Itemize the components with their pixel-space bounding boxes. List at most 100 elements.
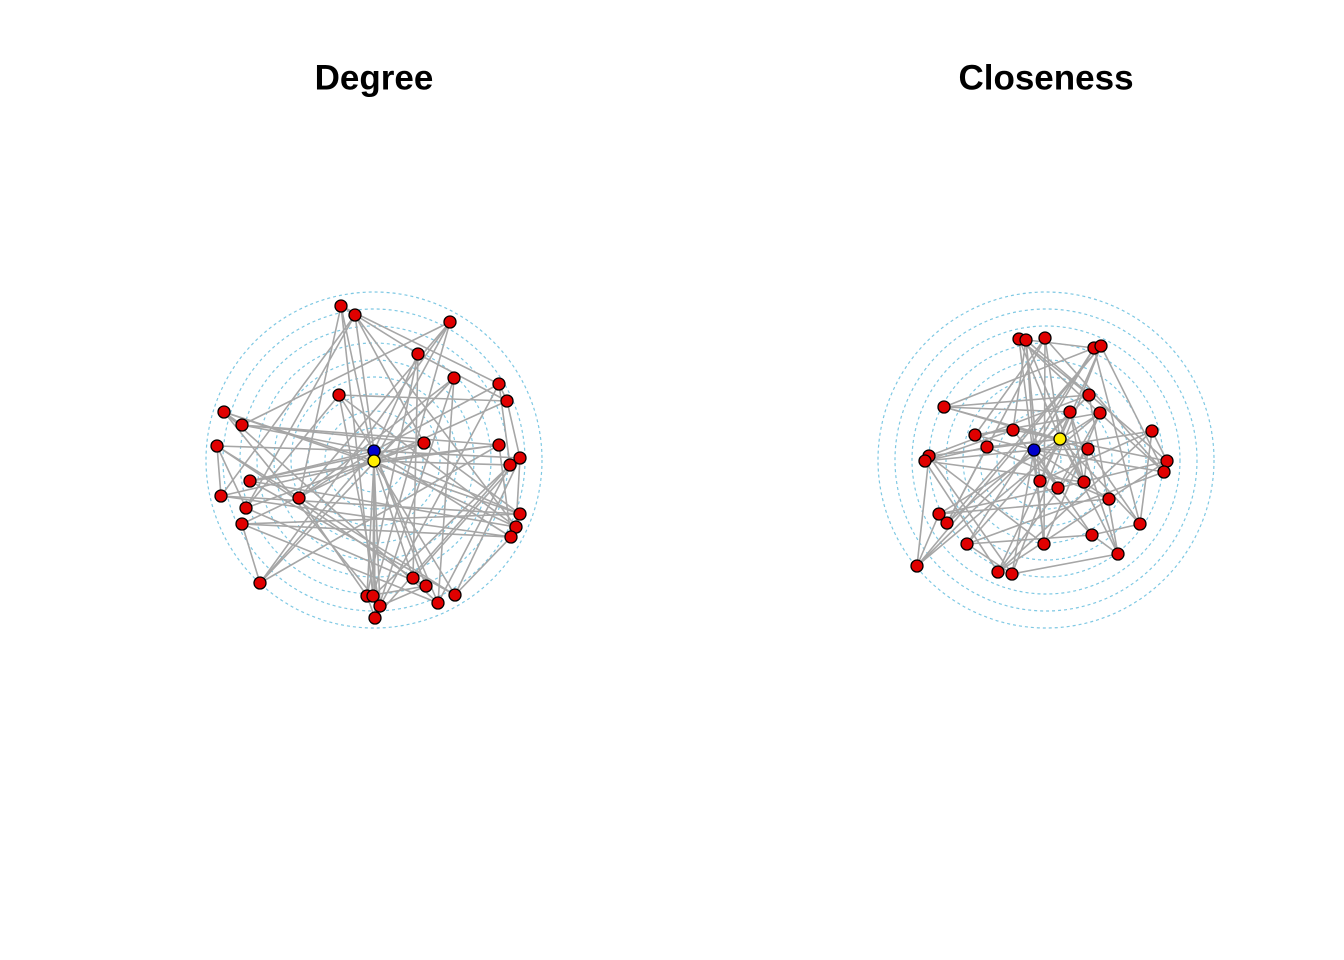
edge: [997, 438, 1061, 573]
edge: [220, 495, 512, 538]
edge: [1025, 339, 1041, 482]
edge: [1057, 460, 1168, 489]
edge: [498, 444, 512, 538]
edge: [974, 434, 1035, 451]
edge: [216, 445, 247, 509]
edge: [916, 513, 940, 567]
edge: [1011, 553, 1119, 575]
node: [513, 451, 527, 465]
edge: [1039, 430, 1153, 482]
edge: [916, 449, 1035, 567]
edge: [338, 394, 375, 452]
edge: [373, 450, 439, 604]
node: [253, 576, 267, 590]
edge: [506, 400, 521, 459]
edge: [1139, 430, 1153, 525]
edge: [1044, 337, 1061, 440]
node: [1051, 481, 1065, 495]
edge: [986, 446, 1110, 500]
edge: [1059, 438, 1119, 555]
edge: [259, 450, 375, 584]
guide-circle: [205, 291, 543, 629]
edge: [249, 480, 517, 528]
edge: [1087, 448, 1141, 525]
node: [373, 599, 387, 613]
edge: [966, 534, 1093, 545]
edge: [1011, 449, 1035, 575]
edge: [1033, 449, 1165, 473]
node: [980, 440, 994, 454]
edge: [298, 305, 342, 499]
edge: [366, 460, 375, 597]
node: [348, 308, 362, 322]
node: [406, 571, 420, 585]
edge: [241, 321, 451, 426]
panel-title: Degree: [315, 58, 434, 97]
edge: [437, 377, 455, 604]
edge: [298, 497, 368, 597]
edge: [412, 457, 521, 579]
edge: [259, 321, 451, 584]
edge: [928, 438, 1061, 457]
edge: [373, 450, 521, 459]
edge: [241, 523, 261, 584]
edge: [259, 377, 455, 584]
node: [918, 454, 932, 468]
node: [431, 596, 445, 610]
node-highlight: [1053, 432, 1067, 446]
node: [1006, 423, 1020, 437]
node: [217, 405, 231, 419]
edge: [943, 347, 1095, 408]
node: [235, 517, 249, 531]
node: [500, 394, 514, 408]
edge: [373, 400, 508, 462]
edge: [437, 464, 511, 604]
edge: [340, 305, 374, 597]
node: [1094, 339, 1108, 353]
edge: [1069, 411, 1119, 555]
edge: [997, 448, 1089, 573]
node: [513, 507, 527, 521]
panel-title: Closeness: [958, 58, 1133, 97]
edge: [216, 445, 222, 497]
edge: [338, 394, 517, 528]
edge: [338, 394, 381, 607]
edge: [974, 337, 1046, 436]
edge: [997, 498, 1110, 573]
node-highlight: [367, 454, 381, 468]
node: [503, 458, 517, 472]
node: [1082, 388, 1096, 402]
edge: [241, 424, 375, 452]
guide-circle: [979, 393, 1113, 527]
edge: [245, 314, 356, 509]
edge: [1039, 480, 1093, 536]
edge: [241, 424, 500, 446]
node: [910, 559, 924, 573]
edge: [1018, 338, 1165, 473]
edge: [916, 412, 1101, 567]
edge: [454, 536, 512, 596]
edge: [1044, 337, 1165, 473]
node: [1033, 474, 1047, 488]
edge: [946, 337, 1046, 524]
node: [292, 491, 306, 505]
node: [1037, 537, 1051, 551]
edge: [298, 321, 451, 499]
edge: [1018, 338, 1090, 396]
edge: [241, 513, 521, 525]
node: [492, 377, 506, 391]
edge: [1059, 412, 1101, 440]
edge: [1018, 338, 1061, 440]
node: [243, 474, 257, 488]
edge: [354, 314, 375, 452]
guide-circle: [290, 376, 458, 544]
node: [968, 428, 982, 442]
edge: [373, 450, 512, 538]
guide-circle: [911, 325, 1181, 595]
edge: [417, 353, 508, 402]
node: [1077, 475, 1091, 489]
edge: [1100, 345, 1165, 473]
edge: [498, 383, 511, 466]
edge: [924, 460, 999, 573]
